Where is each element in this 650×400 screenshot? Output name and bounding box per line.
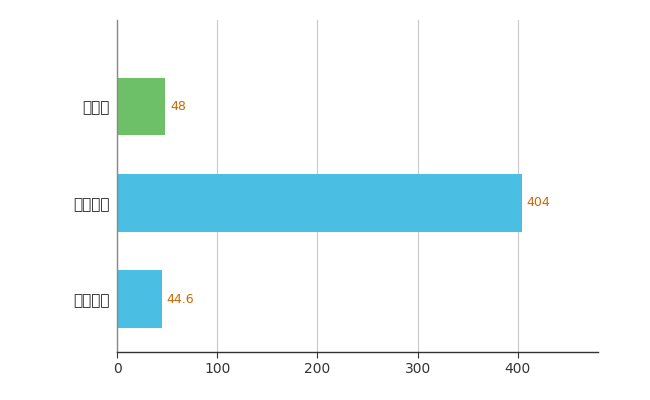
Text: 404: 404 (527, 196, 551, 209)
Bar (117, 174, 522, 232)
Text: 48: 48 (170, 100, 186, 113)
Bar (117, 78, 165, 136)
Text: 44.6: 44.6 (166, 292, 194, 306)
Bar (117, 270, 162, 328)
